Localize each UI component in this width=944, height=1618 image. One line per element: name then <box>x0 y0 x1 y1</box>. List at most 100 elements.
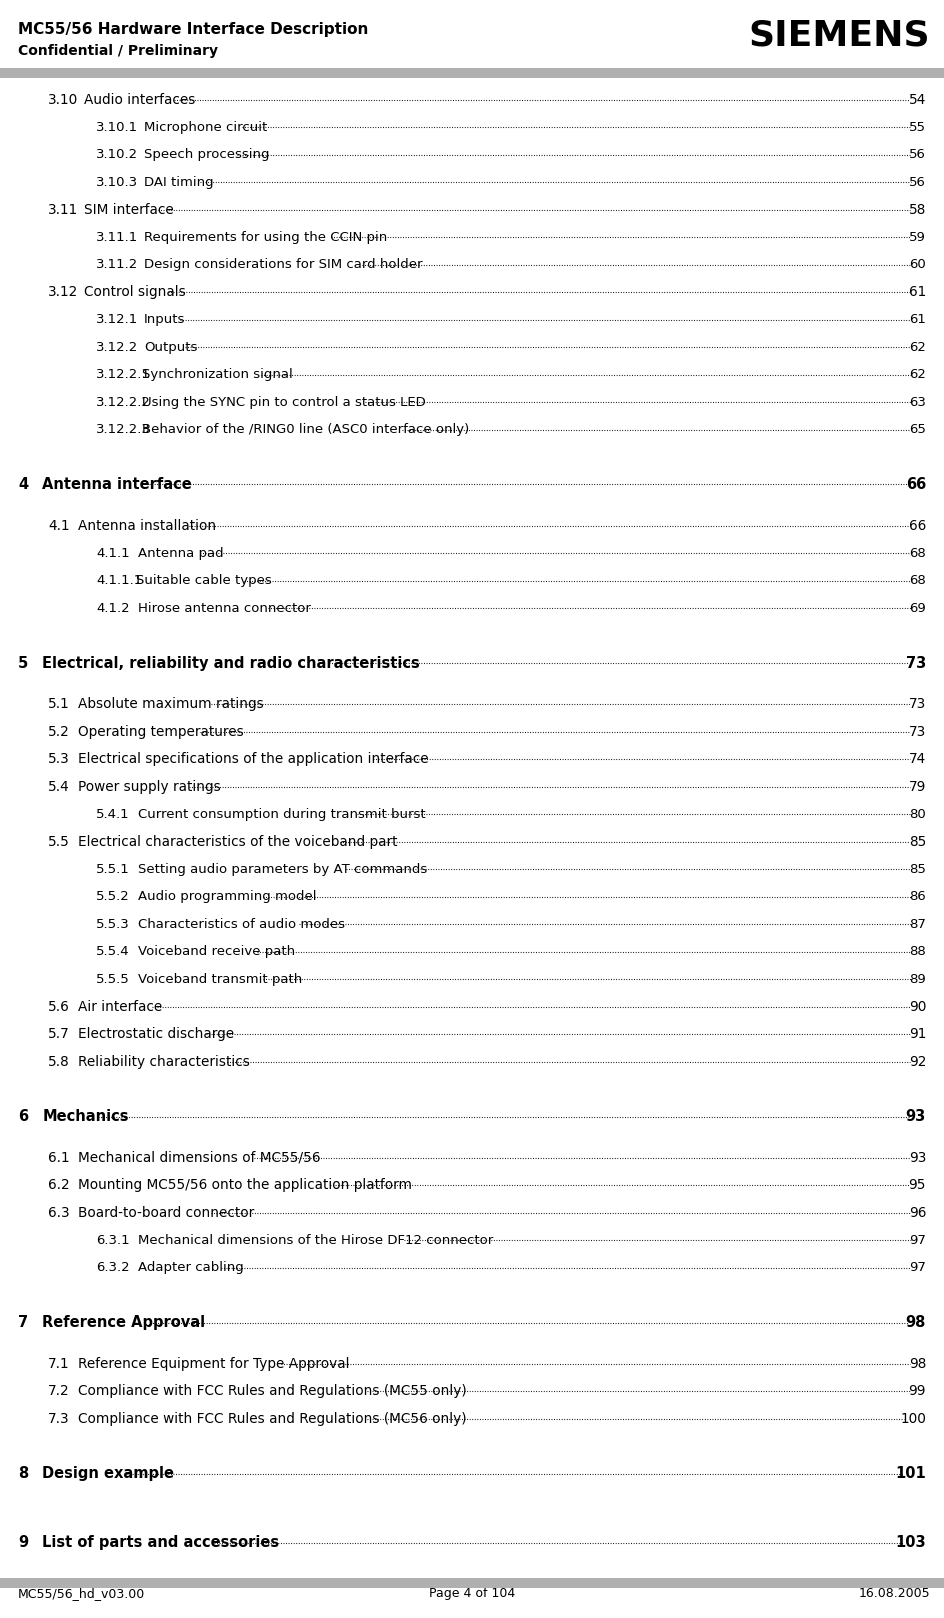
Text: 5: 5 <box>18 655 28 670</box>
Text: 3.11: 3.11 <box>48 202 78 217</box>
Text: 5.1: 5.1 <box>48 697 70 712</box>
Text: 61: 61 <box>909 314 926 327</box>
Text: 90: 90 <box>909 1000 926 1013</box>
Text: 3.11.2: 3.11.2 <box>96 259 138 272</box>
Text: 96: 96 <box>909 1205 926 1220</box>
Text: 4: 4 <box>18 477 28 492</box>
Text: Audio interfaces: Audio interfaces <box>83 92 194 107</box>
Text: 56: 56 <box>909 149 926 162</box>
Text: 3.10.3: 3.10.3 <box>96 176 138 189</box>
Text: Reference Approval: Reference Approval <box>42 1315 206 1330</box>
Text: 89: 89 <box>909 972 926 985</box>
Text: 73: 73 <box>909 697 926 712</box>
Text: 60: 60 <box>909 259 926 272</box>
Text: Synchronization signal: Synchronization signal <box>142 367 293 382</box>
Text: 62: 62 <box>909 340 926 354</box>
Text: 5.5.1: 5.5.1 <box>96 862 129 875</box>
Text: 3.11.1: 3.11.1 <box>96 231 138 244</box>
Text: 66: 66 <box>909 519 926 532</box>
Text: 4.1.1.1: 4.1.1.1 <box>96 574 143 587</box>
Text: 3.10.1: 3.10.1 <box>96 121 138 134</box>
Text: 6.2: 6.2 <box>48 1178 70 1192</box>
Text: 65: 65 <box>909 422 926 435</box>
Text: 3.10.2: 3.10.2 <box>96 149 138 162</box>
Text: 16.08.2005: 16.08.2005 <box>858 1587 930 1600</box>
Text: 8: 8 <box>18 1466 28 1482</box>
Text: MC55/56 Hardware Interface Description: MC55/56 Hardware Interface Description <box>18 23 368 37</box>
Text: 61: 61 <box>909 285 926 299</box>
Text: 3.12.1: 3.12.1 <box>96 314 138 327</box>
Text: 5.7: 5.7 <box>48 1027 70 1040</box>
Text: 59: 59 <box>909 231 926 244</box>
Text: Audio programming model: Audio programming model <box>139 890 317 903</box>
Text: 7: 7 <box>18 1315 28 1330</box>
Text: Mechanical dimensions of MC55/56: Mechanical dimensions of MC55/56 <box>77 1150 320 1165</box>
Text: 80: 80 <box>909 807 926 820</box>
Text: 91: 91 <box>909 1027 926 1040</box>
Text: SIM interface: SIM interface <box>83 202 174 217</box>
Text: Setting audio parameters by AT commands: Setting audio parameters by AT commands <box>139 862 428 875</box>
Text: 85: 85 <box>909 835 926 849</box>
Text: 103: 103 <box>895 1535 926 1550</box>
Text: 97: 97 <box>909 1233 926 1247</box>
Text: 98: 98 <box>905 1315 926 1330</box>
Text: Mechanics: Mechanics <box>42 1108 128 1125</box>
Text: Voiceband transmit path: Voiceband transmit path <box>139 972 303 985</box>
Text: 5.3: 5.3 <box>48 752 70 767</box>
Text: 4.1.2: 4.1.2 <box>96 602 129 615</box>
Text: Antenna pad: Antenna pad <box>139 547 224 560</box>
Text: 85: 85 <box>909 862 926 875</box>
Text: Hirose antenna connector: Hirose antenna connector <box>139 602 312 615</box>
Text: Operating temperatures: Operating temperatures <box>77 725 244 739</box>
Text: 62: 62 <box>909 367 926 382</box>
Text: Board-to-board connector: Board-to-board connector <box>77 1205 254 1220</box>
Text: Electrical specifications of the application interface: Electrical specifications of the applica… <box>77 752 429 767</box>
Text: Voiceband receive path: Voiceband receive path <box>139 945 295 958</box>
Text: Electrostatic discharge: Electrostatic discharge <box>77 1027 234 1040</box>
Text: 6.3: 6.3 <box>48 1205 70 1220</box>
Text: Electrical characteristics of the voiceband part: Electrical characteristics of the voiceb… <box>77 835 397 849</box>
Text: 6.3.2: 6.3.2 <box>96 1260 129 1275</box>
Text: Air interface: Air interface <box>77 1000 161 1013</box>
Text: 5.5.2: 5.5.2 <box>96 890 129 903</box>
Text: 63: 63 <box>909 395 926 408</box>
Text: 54: 54 <box>909 92 926 107</box>
Text: 87: 87 <box>909 917 926 930</box>
Bar <box>0 1578 944 1587</box>
Text: 68: 68 <box>909 547 926 560</box>
Text: 9: 9 <box>18 1535 28 1550</box>
Text: 92: 92 <box>909 1055 926 1068</box>
Text: 5.5.3: 5.5.3 <box>96 917 129 930</box>
Text: Speech processing: Speech processing <box>144 149 270 162</box>
Text: 95: 95 <box>908 1178 926 1192</box>
Text: 7.3: 7.3 <box>48 1413 70 1425</box>
Text: Compliance with FCC Rules and Regulations (MC55 only): Compliance with FCC Rules and Regulation… <box>77 1385 466 1398</box>
Text: 98: 98 <box>909 1358 926 1370</box>
Text: 4.1.1: 4.1.1 <box>96 547 129 560</box>
Text: 5.8: 5.8 <box>48 1055 70 1068</box>
Text: 3.12.2: 3.12.2 <box>96 340 138 354</box>
Text: 3.12.2.1: 3.12.2.1 <box>96 367 151 382</box>
Text: Mechanical dimensions of the Hirose DF12 connector: Mechanical dimensions of the Hirose DF12… <box>139 1233 494 1247</box>
Text: 68: 68 <box>909 574 926 587</box>
Text: 6: 6 <box>18 1108 28 1125</box>
Text: Antenna installation: Antenna installation <box>77 519 216 532</box>
Text: Power supply ratings: Power supply ratings <box>77 780 220 794</box>
Text: Reliability characteristics: Reliability characteristics <box>77 1055 249 1068</box>
Text: Requirements for using the CCIN pin: Requirements for using the CCIN pin <box>144 231 387 244</box>
Text: Mounting MC55/56 onto the application platform: Mounting MC55/56 onto the application pl… <box>77 1178 412 1192</box>
Text: Reference Equipment for Type Approval: Reference Equipment for Type Approval <box>77 1358 349 1370</box>
Text: 73: 73 <box>905 655 926 670</box>
Text: Characteristics of audio modes: Characteristics of audio modes <box>139 917 346 930</box>
Text: 6.3.1: 6.3.1 <box>96 1233 129 1247</box>
Text: 3.10: 3.10 <box>48 92 78 107</box>
Text: Design considerations for SIM card holder: Design considerations for SIM card holde… <box>144 259 423 272</box>
Text: Compliance with FCC Rules and Regulations (MC56 only): Compliance with FCC Rules and Regulation… <box>77 1413 466 1425</box>
Text: 88: 88 <box>909 945 926 958</box>
Text: 3.12.2.2: 3.12.2.2 <box>96 395 151 408</box>
Text: Current consumption during transmit burst: Current consumption during transmit burs… <box>139 807 426 820</box>
Text: 56: 56 <box>909 176 926 189</box>
Text: Control signals: Control signals <box>83 285 185 299</box>
Text: Behavior of the /RING0 line (ASC0 interface only): Behavior of the /RING0 line (ASC0 interf… <box>142 422 469 435</box>
Text: 7.1: 7.1 <box>48 1358 70 1370</box>
